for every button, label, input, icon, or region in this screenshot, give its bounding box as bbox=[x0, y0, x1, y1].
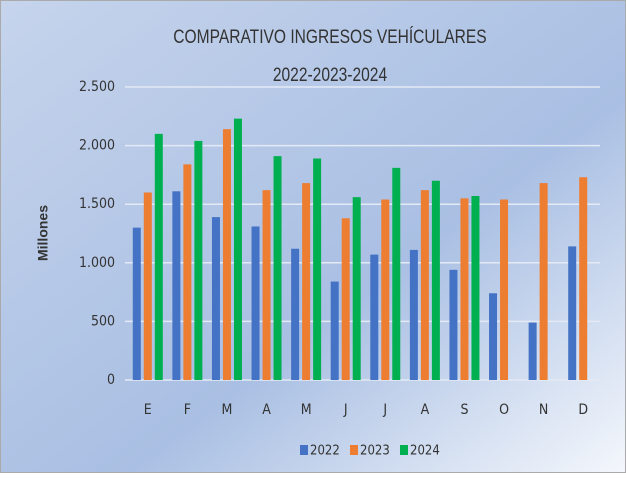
x-tick-label: E bbox=[144, 402, 152, 418]
legend-label: 2023 bbox=[360, 444, 390, 459]
bar bbox=[302, 183, 311, 380]
bar bbox=[251, 226, 260, 380]
bar bbox=[194, 140, 203, 380]
bar bbox=[392, 167, 401, 380]
bar bbox=[579, 177, 588, 380]
bar bbox=[154, 133, 163, 380]
bar bbox=[313, 158, 322, 380]
x-tick-label: M bbox=[301, 402, 312, 418]
chart-title: COMPARATIVO INGRESOS VEHÍCULARES bbox=[173, 26, 486, 48]
x-tick-label: O bbox=[499, 402, 509, 418]
legend-swatch bbox=[300, 445, 308, 455]
bar bbox=[539, 183, 548, 380]
bar bbox=[183, 164, 192, 380]
x-tick-label: J bbox=[343, 402, 348, 418]
bar bbox=[420, 190, 429, 380]
bar bbox=[132, 227, 141, 380]
bar bbox=[330, 281, 339, 380]
bar bbox=[568, 246, 577, 380]
bar bbox=[489, 293, 498, 380]
x-tick-label: F bbox=[184, 402, 191, 418]
bar bbox=[291, 248, 300, 380]
bar bbox=[471, 195, 480, 380]
x-tick-label: A bbox=[262, 402, 271, 418]
y-tick-label: 2.000 bbox=[79, 138, 115, 154]
legend-label: 2022 bbox=[310, 444, 340, 459]
bar bbox=[273, 156, 282, 380]
bar bbox=[370, 254, 379, 380]
y-tick-label: 500 bbox=[91, 313, 115, 329]
bar bbox=[460, 198, 469, 380]
x-tick-label: S bbox=[460, 402, 468, 418]
x-tick-label: M bbox=[222, 402, 233, 418]
bar bbox=[222, 129, 231, 380]
bar bbox=[449, 269, 458, 380]
bar bbox=[172, 191, 181, 380]
bar bbox=[352, 197, 361, 380]
y-tick-label: 0 bbox=[107, 372, 115, 388]
bar bbox=[262, 190, 271, 380]
bar bbox=[431, 180, 440, 380]
bar bbox=[341, 218, 350, 380]
bar bbox=[409, 249, 418, 380]
bar bbox=[211, 217, 220, 380]
x-tick-label: N bbox=[539, 402, 548, 418]
y-axis-label: Millones bbox=[35, 205, 51, 261]
bar bbox=[143, 192, 152, 380]
x-tick-label: D bbox=[578, 402, 588, 418]
y-tick-label: 1.500 bbox=[79, 196, 115, 212]
bar bbox=[381, 199, 390, 380]
chart-subtitle: 2022-2023-2024 bbox=[273, 64, 388, 86]
y-tick-label: 2.500 bbox=[79, 79, 115, 95]
legend-swatch bbox=[400, 445, 408, 455]
legend-swatch bbox=[350, 445, 358, 455]
y-tick-label: 1.000 bbox=[79, 255, 115, 271]
x-tick-label: A bbox=[421, 402, 430, 418]
bar bbox=[233, 118, 242, 381]
bar bbox=[500, 199, 509, 380]
legend-label: 2024 bbox=[410, 444, 440, 459]
x-tick-label: J bbox=[382, 402, 387, 418]
bar bbox=[528, 322, 537, 380]
